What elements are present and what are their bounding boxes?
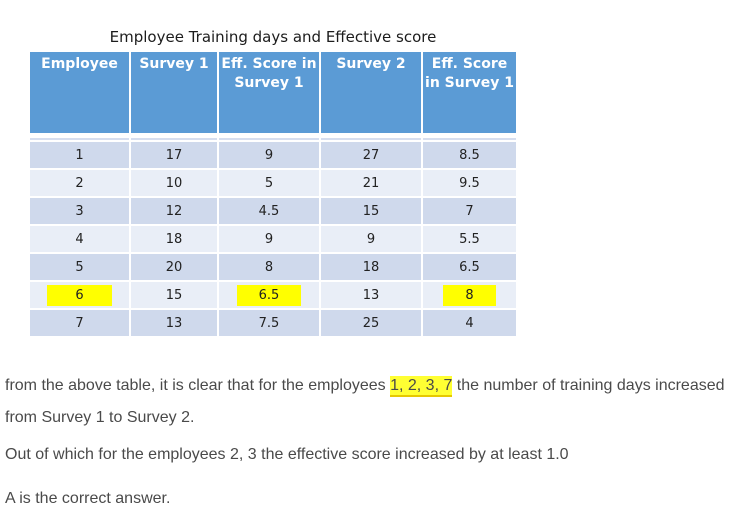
highlight-mark: 8 (443, 284, 496, 306)
cell-survey-2: 21 (320, 169, 423, 198)
table-row: 5 20 8 18 6.5 (30, 253, 516, 282)
cell-employee: 7 (30, 309, 131, 338)
table-row: 3 12 4.5 15 7 (30, 197, 516, 226)
cell-survey-1: 18 (130, 225, 219, 254)
highlight-mark: 6 (47, 284, 112, 306)
table-header-row: Employee Survey 1 Eff. Score in Survey 1… (30, 52, 516, 135)
header-survey-2: Survey 2 (320, 52, 423, 135)
table-title: Employee Training days and Effective sco… (109, 28, 437, 46)
cell-eff-score-2: 8.5 (422, 141, 516, 170)
table-row: 7 13 7.5 25 4 (30, 309, 516, 338)
table-row: 4 18 9 9 5.5 (30, 225, 516, 254)
cell-employee: 5 (30, 253, 131, 282)
cell-eff-score-2: 5.5 (422, 225, 516, 254)
highlight-mark: 6.5 (236, 284, 302, 306)
cell-eff-score-2: 8 (422, 281, 516, 310)
explanation-paragraph-2: Out of which for the employees 2, 3 the … (5, 446, 569, 463)
cell-survey-2: 25 (320, 309, 423, 338)
cell-survey-1: 12 (130, 197, 219, 226)
table-row: 6 15 6.5 13 8 (30, 281, 516, 310)
cell-survey-2: 18 (320, 253, 423, 282)
training-table: Employee Survey 1 Eff. Score in Survey 1… (30, 52, 516, 338)
cell-eff-score-1: 5 (218, 169, 321, 198)
table-row: 1 17 9 27 8.5 (30, 141, 516, 170)
header-survey-1: Survey 1 (130, 52, 219, 135)
cell-survey-1: 15 (130, 281, 219, 310)
cell-eff-score-2: 9.5 (422, 169, 516, 198)
cell-survey-2: 9 (320, 225, 423, 254)
cell-survey-2: 27 (320, 141, 423, 170)
answer-statement: A is the correct answer. (5, 490, 171, 507)
cell-eff-score-1: 9 (218, 225, 321, 254)
cell-survey-1: 17 (130, 141, 219, 170)
cell-eff-score-2: 7 (422, 197, 516, 226)
header-employee: Employee (30, 52, 131, 135)
explanation-text: from the above table, it is clear that f… (5, 377, 391, 394)
cell-employee: 2 (30, 169, 131, 198)
explanation-paragraph-1: from the above table, it is clear that f… (5, 370, 745, 434)
cell-survey-1: 13 (130, 309, 219, 338)
cell-employee: 3 (30, 197, 131, 226)
header-eff-score-survey-1: Eff. Score in Survey 1 (218, 52, 321, 135)
cell-employee: 6 (30, 281, 131, 310)
highlighted-employees: 1, 2, 3, 7 (390, 376, 453, 397)
explanation-text: the number of training days increased fr… (5, 377, 725, 426)
cell-eff-score-1: 9 (218, 141, 321, 170)
cell-employee: 4 (30, 225, 131, 254)
cell-eff-score-1: 8 (218, 253, 321, 282)
cell-eff-score-1: 7.5 (218, 309, 321, 338)
cell-survey-1: 10 (130, 169, 219, 198)
cell-survey-2: 15 (320, 197, 423, 226)
table-row: 2 10 5 21 9.5 (30, 169, 516, 198)
header-eff-score-survey-2: Eff. Score in Survey 1 (422, 52, 516, 135)
table-spacer-row (30, 132, 516, 142)
cell-survey-1: 20 (130, 253, 219, 282)
cell-eff-score-2: 4 (422, 309, 516, 338)
cell-eff-score-1: 6.5 (218, 281, 321, 310)
cell-survey-2: 13 (320, 281, 423, 310)
cell-eff-score-1: 4.5 (218, 197, 321, 226)
cell-eff-score-2: 6.5 (422, 253, 516, 282)
cell-employee: 1 (30, 141, 131, 170)
